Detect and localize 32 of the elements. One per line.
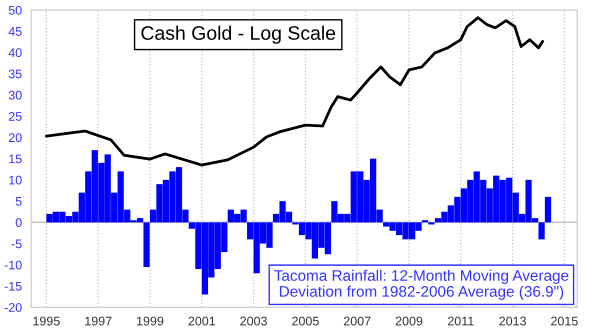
- x-tick-label: 2003: [240, 316, 267, 326]
- x-tick-label: 2009: [396, 316, 422, 326]
- y-tick-label: 0: [16, 218, 22, 227]
- y-tick-label: 30: [8, 90, 22, 100]
- y-tick-label: 50: [8, 6, 22, 15]
- y-tick-label: -5: [12, 240, 22, 248]
- text: Cash Gold - Log Scale: [141, 26, 336, 44]
- x-tick-label: 1995: [33, 316, 60, 326]
- x-tick-label: 2013: [499, 316, 526, 326]
- x-tick-label: 1999: [137, 316, 164, 326]
- x-tick-label: 2001: [188, 316, 216, 326]
- y-tick-label: 40: [8, 48, 22, 58]
- bar: [544, 196, 552, 222]
- y-tick-label: -20: [4, 303, 22, 312]
- annotation: Tacoma Rainfall: 12-Month Moving Average Deviation from 1982-2006 Average (36.9"): [274, 270, 568, 300]
- bar: [143, 222, 150, 267]
- y-tick-label: 10: [9, 176, 22, 185]
- y-tick-label: 15: [9, 154, 22, 164]
- y-tick-label: 5: [16, 197, 22, 206]
- x-tick-label: 2007: [344, 316, 370, 326]
- y-tick-label: 45: [8, 27, 22, 36]
- bar: [538, 222, 545, 240]
- x-tick-label: 2015: [551, 316, 578, 326]
- line-series: [44, 16, 544, 166]
- y-tick-label: -10: [4, 260, 22, 270]
- x-tick-label: 2011: [448, 316, 474, 326]
- x-tick-label: 1997: [85, 316, 112, 326]
- y-tick-label: 20: [8, 133, 22, 142]
- y-tick-label: -15: [4, 282, 22, 291]
- y-tick-label: 25: [8, 112, 22, 121]
- y-tick-label: 35: [8, 70, 22, 78]
- x-tick-label: 2005: [292, 316, 319, 326]
